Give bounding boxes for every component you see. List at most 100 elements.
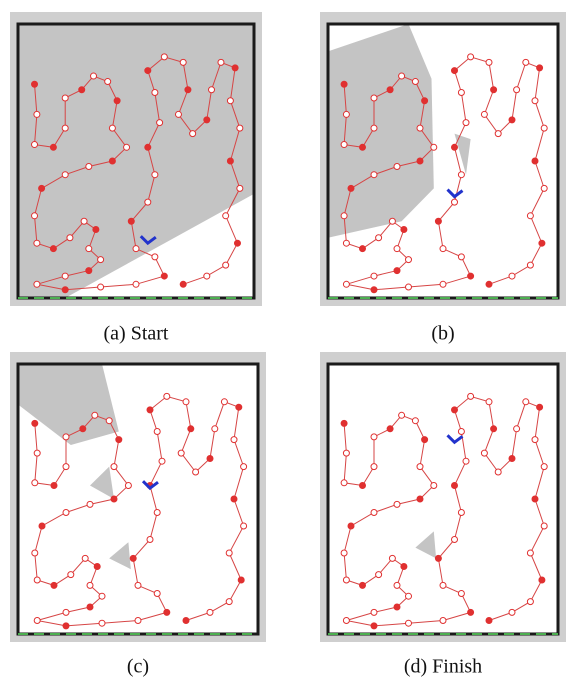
waypoint	[231, 437, 237, 443]
waypoint	[341, 420, 347, 426]
waypoint	[491, 426, 497, 432]
waypoint	[79, 87, 85, 93]
waypoint	[343, 240, 349, 246]
waypoint	[371, 287, 377, 293]
waypoint	[440, 618, 446, 624]
waypoint	[161, 54, 167, 60]
waypoint	[389, 555, 395, 561]
panel-caption: (a) Start	[104, 323, 169, 345]
map-panel	[10, 12, 262, 306]
waypoint	[343, 618, 349, 624]
waypoint	[154, 429, 160, 435]
waypoint	[399, 73, 405, 79]
waypoint	[440, 582, 446, 588]
waypoint	[458, 591, 464, 597]
waypoint	[145, 199, 151, 205]
waypoint	[34, 577, 40, 583]
waypoint	[207, 456, 213, 462]
waypoint	[164, 609, 170, 615]
waypoint	[62, 95, 68, 101]
waypoint	[204, 117, 210, 123]
waypoint	[62, 125, 68, 131]
panel-caption: (b)	[431, 323, 454, 345]
waypoint	[147, 537, 153, 543]
waypoint	[193, 469, 199, 475]
waypoint	[360, 144, 366, 150]
waypoint	[514, 426, 520, 432]
waypoint	[360, 582, 366, 588]
map-panel	[320, 352, 566, 642]
waypoint	[417, 496, 423, 502]
waypoint	[183, 399, 189, 405]
waypoint	[159, 458, 165, 464]
waypoint	[539, 240, 545, 246]
waypoint	[452, 144, 458, 150]
waypoint	[509, 456, 515, 462]
map-panel	[10, 352, 266, 642]
waypoint	[468, 54, 474, 60]
waypoint	[238, 577, 244, 583]
waypoint	[175, 111, 181, 117]
waypoint	[39, 185, 45, 191]
waypoint	[341, 480, 347, 486]
waypoint	[80, 426, 86, 432]
waypoint	[227, 158, 233, 164]
waypoint	[532, 158, 538, 164]
waypoint	[422, 437, 428, 443]
waypoint	[523, 399, 529, 405]
waypoint	[87, 501, 93, 507]
waypoint	[236, 404, 242, 410]
waypoint	[341, 142, 347, 148]
waypoint	[537, 65, 543, 71]
waypoint	[371, 609, 377, 615]
waypoint	[343, 281, 349, 287]
waypoint	[532, 437, 538, 443]
waypoint	[463, 458, 469, 464]
waypoint	[133, 246, 139, 252]
waypoint	[376, 572, 382, 578]
waypoint	[87, 582, 93, 588]
waypoint	[63, 510, 69, 516]
waypoint	[458, 172, 464, 178]
waypoint	[523, 59, 529, 65]
waypoint	[212, 426, 218, 432]
waypoint	[376, 235, 382, 241]
waypoint	[422, 98, 428, 104]
waypoint	[417, 158, 423, 164]
waypoint	[94, 564, 100, 570]
waypoint	[145, 68, 151, 74]
waypoint	[468, 609, 474, 615]
waypoint	[221, 399, 227, 405]
waypoint	[161, 273, 167, 279]
waypoint	[116, 437, 122, 443]
waypoint	[237, 185, 243, 191]
panel-caption: (c)	[127, 656, 149, 678]
waypoint	[185, 87, 191, 93]
waypoint	[63, 464, 69, 470]
waypoint	[486, 59, 492, 65]
waypoint	[183, 618, 189, 624]
waypoint	[452, 68, 458, 74]
waypoint	[387, 426, 393, 432]
waypoint	[67, 235, 73, 241]
waypoint	[125, 483, 131, 489]
waypoint	[154, 591, 160, 597]
waypoint	[412, 79, 418, 85]
waypoint	[509, 609, 515, 615]
waypoint	[539, 577, 545, 583]
waypoint	[509, 117, 515, 123]
waypoint	[527, 262, 533, 268]
waypoint	[105, 79, 111, 85]
waypoint	[394, 246, 400, 252]
waypoint	[343, 450, 349, 456]
waypoint	[232, 65, 238, 71]
waypoint	[431, 144, 437, 150]
waypoint	[394, 501, 400, 507]
waypoint	[111, 464, 117, 470]
waypoint	[401, 227, 407, 233]
waypoint	[435, 218, 441, 224]
waypoint	[541, 464, 547, 470]
waypoint	[468, 393, 474, 399]
waypoint	[154, 510, 160, 516]
waypoint	[371, 464, 377, 470]
